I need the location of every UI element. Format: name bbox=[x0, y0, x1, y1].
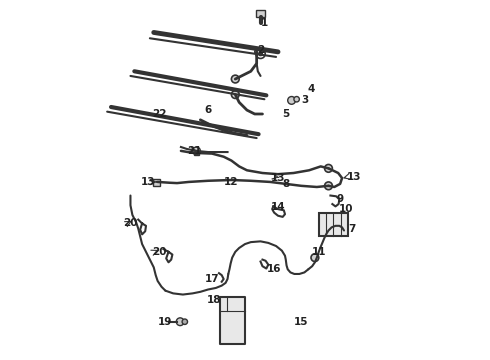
Circle shape bbox=[231, 75, 239, 83]
Bar bbox=[256, 10, 265, 17]
Circle shape bbox=[182, 319, 188, 324]
Text: 19: 19 bbox=[158, 317, 172, 327]
Circle shape bbox=[255, 49, 261, 55]
Text: 18: 18 bbox=[207, 295, 221, 305]
Bar bbox=[153, 179, 160, 186]
Text: 11: 11 bbox=[312, 247, 326, 257]
Text: 8: 8 bbox=[282, 179, 290, 189]
Circle shape bbox=[324, 165, 332, 172]
Text: 9: 9 bbox=[337, 194, 343, 204]
Circle shape bbox=[176, 318, 184, 325]
Text: 1: 1 bbox=[261, 18, 268, 28]
Text: 12: 12 bbox=[224, 177, 239, 187]
Text: 20: 20 bbox=[152, 247, 167, 257]
Text: 2: 2 bbox=[257, 45, 264, 55]
Text: 16: 16 bbox=[267, 264, 281, 274]
Circle shape bbox=[288, 96, 295, 104]
Text: 4: 4 bbox=[307, 84, 315, 94]
Text: 7: 7 bbox=[348, 224, 355, 234]
Circle shape bbox=[259, 52, 263, 56]
Circle shape bbox=[311, 254, 319, 261]
Text: 14: 14 bbox=[270, 202, 285, 212]
Text: 6: 6 bbox=[204, 105, 212, 115]
Bar bbox=[220, 297, 245, 344]
Text: 22: 22 bbox=[152, 109, 167, 119]
Circle shape bbox=[231, 91, 239, 99]
Text: 15: 15 bbox=[294, 317, 309, 327]
Circle shape bbox=[256, 49, 265, 58]
Text: 17: 17 bbox=[205, 274, 220, 284]
Circle shape bbox=[294, 96, 299, 102]
Text: 21: 21 bbox=[187, 146, 202, 156]
Text: 5: 5 bbox=[282, 109, 290, 119]
Text: 13: 13 bbox=[141, 177, 155, 187]
Text: 20: 20 bbox=[123, 218, 138, 228]
Text: 13: 13 bbox=[346, 172, 361, 182]
Circle shape bbox=[193, 147, 200, 155]
Bar bbox=[194, 150, 199, 155]
Text: 10: 10 bbox=[339, 204, 353, 214]
Circle shape bbox=[324, 182, 332, 190]
Text: 13: 13 bbox=[271, 173, 285, 183]
Bar bbox=[319, 213, 348, 236]
Text: 3: 3 bbox=[301, 95, 309, 105]
